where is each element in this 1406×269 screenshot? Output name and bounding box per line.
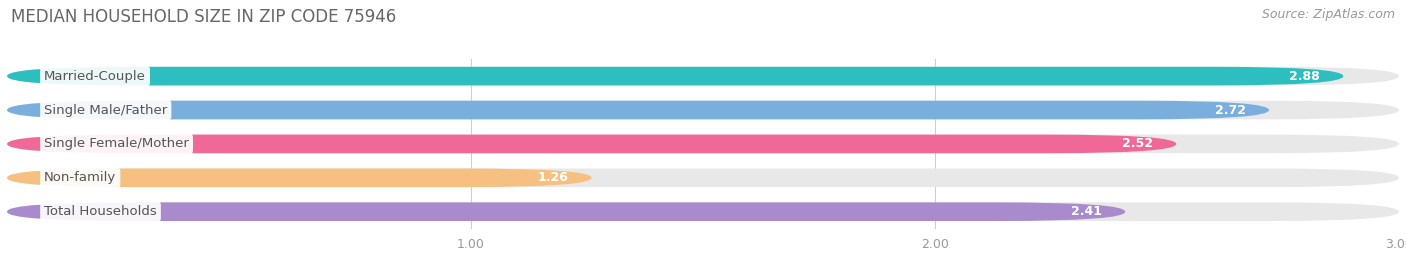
Text: MEDIAN HOUSEHOLD SIZE IN ZIP CODE 75946: MEDIAN HOUSEHOLD SIZE IN ZIP CODE 75946	[11, 8, 396, 26]
FancyBboxPatch shape	[7, 202, 1399, 221]
Text: 2.52: 2.52	[1122, 137, 1153, 150]
FancyBboxPatch shape	[7, 67, 1399, 86]
Text: 2.72: 2.72	[1215, 104, 1246, 116]
FancyBboxPatch shape	[7, 134, 1177, 153]
Text: Total Households: Total Households	[44, 205, 157, 218]
FancyBboxPatch shape	[7, 101, 1270, 119]
Text: 2.41: 2.41	[1071, 205, 1102, 218]
Text: Married-Couple: Married-Couple	[44, 70, 146, 83]
FancyBboxPatch shape	[7, 202, 1125, 221]
FancyBboxPatch shape	[7, 134, 1399, 153]
Text: Single Male/Father: Single Male/Father	[44, 104, 167, 116]
Text: Single Female/Mother: Single Female/Mother	[44, 137, 188, 150]
FancyBboxPatch shape	[7, 67, 1343, 86]
Text: Non-family: Non-family	[44, 171, 117, 184]
Text: 1.26: 1.26	[537, 171, 568, 184]
FancyBboxPatch shape	[7, 168, 1399, 187]
Text: Source: ZipAtlas.com: Source: ZipAtlas.com	[1261, 8, 1395, 21]
FancyBboxPatch shape	[7, 101, 1399, 119]
FancyBboxPatch shape	[7, 168, 592, 187]
Text: 2.88: 2.88	[1289, 70, 1320, 83]
